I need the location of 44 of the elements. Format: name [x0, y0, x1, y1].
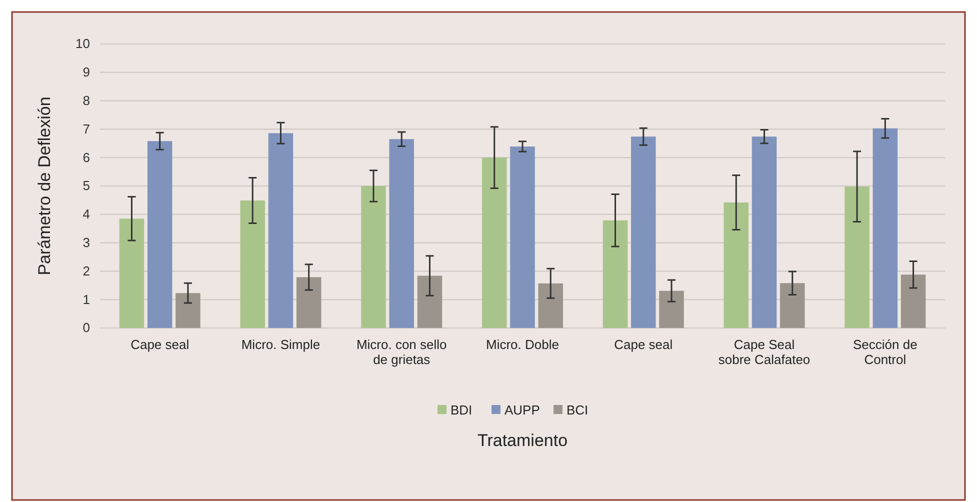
y-tick-label: 8 [82, 92, 90, 108]
legend-label: BDI [450, 402, 472, 418]
x-tick-label: Cape seal [614, 337, 673, 352]
bar [752, 136, 777, 328]
x-axis-title: Tratamiento [477, 431, 568, 450]
y-tick-label: 4 [82, 206, 90, 222]
y-tick-label: 2 [82, 263, 90, 278]
bar [510, 146, 535, 328]
bar [631, 136, 656, 328]
bar [268, 133, 294, 328]
x-tick-label: Sección de Control [852, 337, 918, 368]
bar [417, 276, 442, 328]
y-tick-label: 10 [76, 36, 90, 52]
y-tick-label: 7 [82, 121, 90, 136]
bar [240, 200, 265, 328]
x-tick-label: Micro. Simple [241, 337, 320, 352]
y-tick-label: 0 [82, 320, 90, 336]
bar [780, 283, 805, 328]
bar [538, 283, 563, 328]
y-tick-label: 9 [82, 64, 90, 80]
bar [724, 202, 749, 328]
bar [659, 290, 684, 328]
x-tick-label: Micro. con sello de grietas [356, 337, 447, 368]
bar [296, 277, 322, 328]
bar [119, 218, 144, 328]
y-tick-label: 1 [82, 292, 90, 307]
y-tick-label: 6 [82, 150, 90, 165]
bar [361, 186, 386, 328]
y-axis-title: Parámetro de Deflexión [35, 96, 54, 276]
bar [844, 186, 870, 328]
bar [872, 128, 898, 328]
bar [900, 274, 926, 328]
x-tick-label: Cape seal [130, 337, 190, 352]
bar [147, 141, 172, 328]
x-tick-label: Micro. Doble [486, 337, 559, 352]
bar [176, 293, 200, 328]
x-tick-label: Cape Seal sobre Calafateo [718, 337, 810, 368]
bar [389, 139, 414, 328]
legend-label: AUPP [504, 402, 540, 418]
y-tick-label: 5 [82, 178, 90, 194]
bar [602, 220, 628, 328]
y-tick-label: 3 [82, 234, 90, 250]
legend-label: BCI [566, 402, 588, 418]
bar [482, 158, 507, 328]
